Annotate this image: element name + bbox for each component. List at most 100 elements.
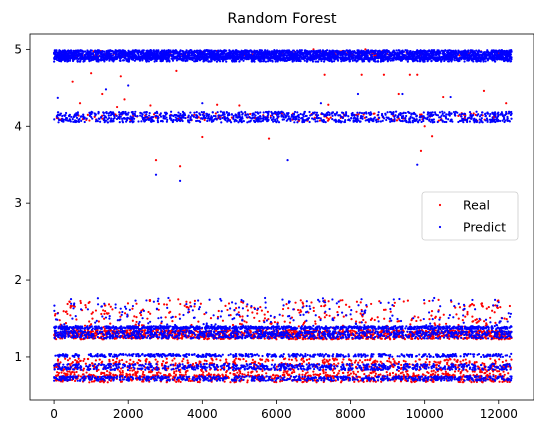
- data-point: [104, 310, 107, 313]
- data-point: [109, 305, 112, 308]
- data-point: [322, 368, 325, 371]
- data-point: [388, 357, 391, 360]
- data-point: [471, 315, 474, 318]
- data-point: [393, 360, 396, 363]
- data-point: [323, 358, 326, 361]
- data-point: [93, 379, 96, 382]
- data-point: [209, 316, 213, 320]
- data-point: [108, 371, 111, 374]
- data-point: [359, 301, 362, 304]
- data-point: [118, 370, 121, 373]
- data-point: [79, 375, 83, 378]
- data-point: [105, 312, 108, 315]
- data-point: [179, 371, 182, 374]
- data-point: [346, 371, 350, 374]
- data-point: [167, 367, 170, 370]
- data-point: [327, 118, 331, 121]
- data-point: [310, 301, 313, 304]
- data-point: [147, 310, 150, 314]
- data-point: [100, 372, 103, 376]
- data-point: [89, 323, 93, 326]
- data-point: [233, 359, 236, 362]
- data-point: [374, 359, 377, 362]
- data-point: [457, 317, 460, 320]
- data-point: [430, 314, 433, 317]
- data-point: [434, 315, 437, 318]
- data-point: [94, 359, 98, 362]
- data-point: [90, 72, 93, 75]
- data-point: [270, 337, 274, 340]
- data-point: [263, 317, 267, 320]
- data-point: [102, 309, 105, 312]
- data-point: [358, 321, 361, 324]
- data-point: [299, 299, 302, 302]
- data-point: [107, 312, 110, 315]
- data-point: [69, 304, 72, 308]
- chart-title: Random Forest: [227, 11, 336, 27]
- data-point: [149, 104, 152, 107]
- data-point: [234, 357, 238, 360]
- data-point: [209, 362, 212, 365]
- data-point: [358, 359, 362, 362]
- data-point: [113, 337, 116, 340]
- data-point: [64, 357, 67, 360]
- data-point: [380, 380, 383, 383]
- data-point: [453, 370, 457, 373]
- data-point: [217, 373, 220, 376]
- data-point: [238, 369, 241, 372]
- data-point: [135, 316, 138, 319]
- data-point: [112, 362, 115, 365]
- plot-points: [53, 48, 513, 384]
- data-point: [126, 374, 129, 377]
- data-point: [229, 381, 232, 384]
- data-point: [154, 358, 157, 361]
- data-point: [494, 321, 497, 324]
- data-point: [187, 306, 190, 309]
- data-point: [119, 75, 122, 78]
- data-point: [134, 372, 138, 375]
- data-point: [299, 310, 303, 313]
- data-point: [194, 361, 198, 365]
- data-point: [327, 362, 330, 366]
- data-point: [484, 368, 487, 371]
- data-point: [77, 357, 80, 360]
- data-point: [488, 372, 491, 375]
- data-point: [239, 358, 242, 361]
- data-point: [147, 371, 151, 374]
- data-point: [84, 303, 87, 307]
- data-point: [360, 73, 363, 76]
- data-point: [198, 381, 201, 384]
- data-point: [351, 329, 354, 332]
- data-point: [442, 95, 445, 99]
- data-point: [203, 359, 206, 362]
- data-point: [57, 374, 60, 377]
- data-point: [169, 374, 172, 377]
- data-point: [231, 323, 235, 327]
- data-point: [88, 300, 91, 304]
- data-point: [83, 324, 87, 327]
- data-point: [357, 361, 360, 364]
- data-point: [341, 361, 344, 364]
- data-point: [257, 361, 260, 365]
- data-point: [66, 302, 69, 306]
- data-point: [102, 381, 105, 384]
- data-point: [442, 313, 445, 316]
- data-point: [453, 374, 456, 377]
- data-point: [219, 368, 222, 371]
- data-point: [489, 334, 492, 337]
- data-point: [475, 318, 478, 321]
- data-point: [118, 311, 121, 314]
- data-point: [312, 373, 315, 376]
- data-point: [272, 373, 275, 376]
- data-point: [174, 315, 177, 318]
- data-point: [481, 362, 484, 365]
- data-point: [489, 357, 492, 360]
- data-point: [439, 316, 442, 319]
- data-point: [409, 323, 412, 326]
- data-point: [485, 374, 488, 377]
- data-point: [75, 318, 78, 321]
- data-point: [371, 361, 375, 364]
- data-point: [56, 358, 60, 361]
- data-point: [203, 312, 206, 316]
- data-point: [399, 367, 403, 371]
